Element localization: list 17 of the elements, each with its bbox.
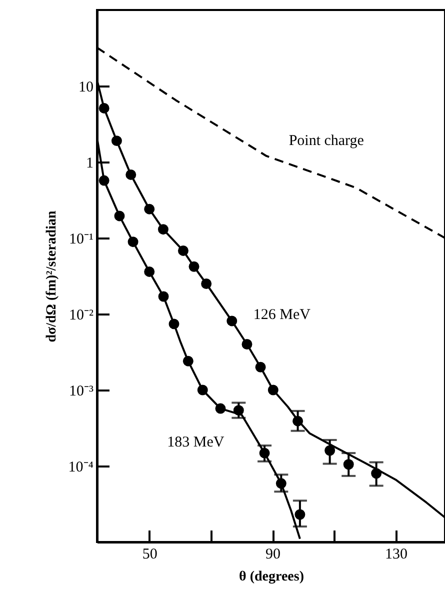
point [343, 459, 354, 470]
x-tick-label: 90 [266, 546, 281, 562]
x-axis-title: θ (degrees) [239, 570, 304, 584]
series-label: Point charge [288, 132, 364, 149]
series-label: 126 MeV [253, 306, 311, 323]
y-tick-label: 10⁻¹ [69, 232, 94, 248]
y-tick-label: 1 [86, 156, 94, 172]
series-label: 183 MeV [167, 434, 224, 450]
y-axis-title: dσ/dΩ (fm)²/steradian [44, 210, 60, 342]
x-tick-label: 50 [142, 546, 158, 562]
y-tick-label: 10⁻³ [69, 384, 94, 400]
y-tick-label: 10⁻² [69, 308, 94, 324]
point [294, 509, 306, 520]
y-tick-label: 10 [78, 80, 94, 96]
point [324, 445, 336, 456]
x-tick-label: 130 [384, 546, 408, 562]
y-tick-label: 10⁻⁴ [68, 460, 94, 476]
